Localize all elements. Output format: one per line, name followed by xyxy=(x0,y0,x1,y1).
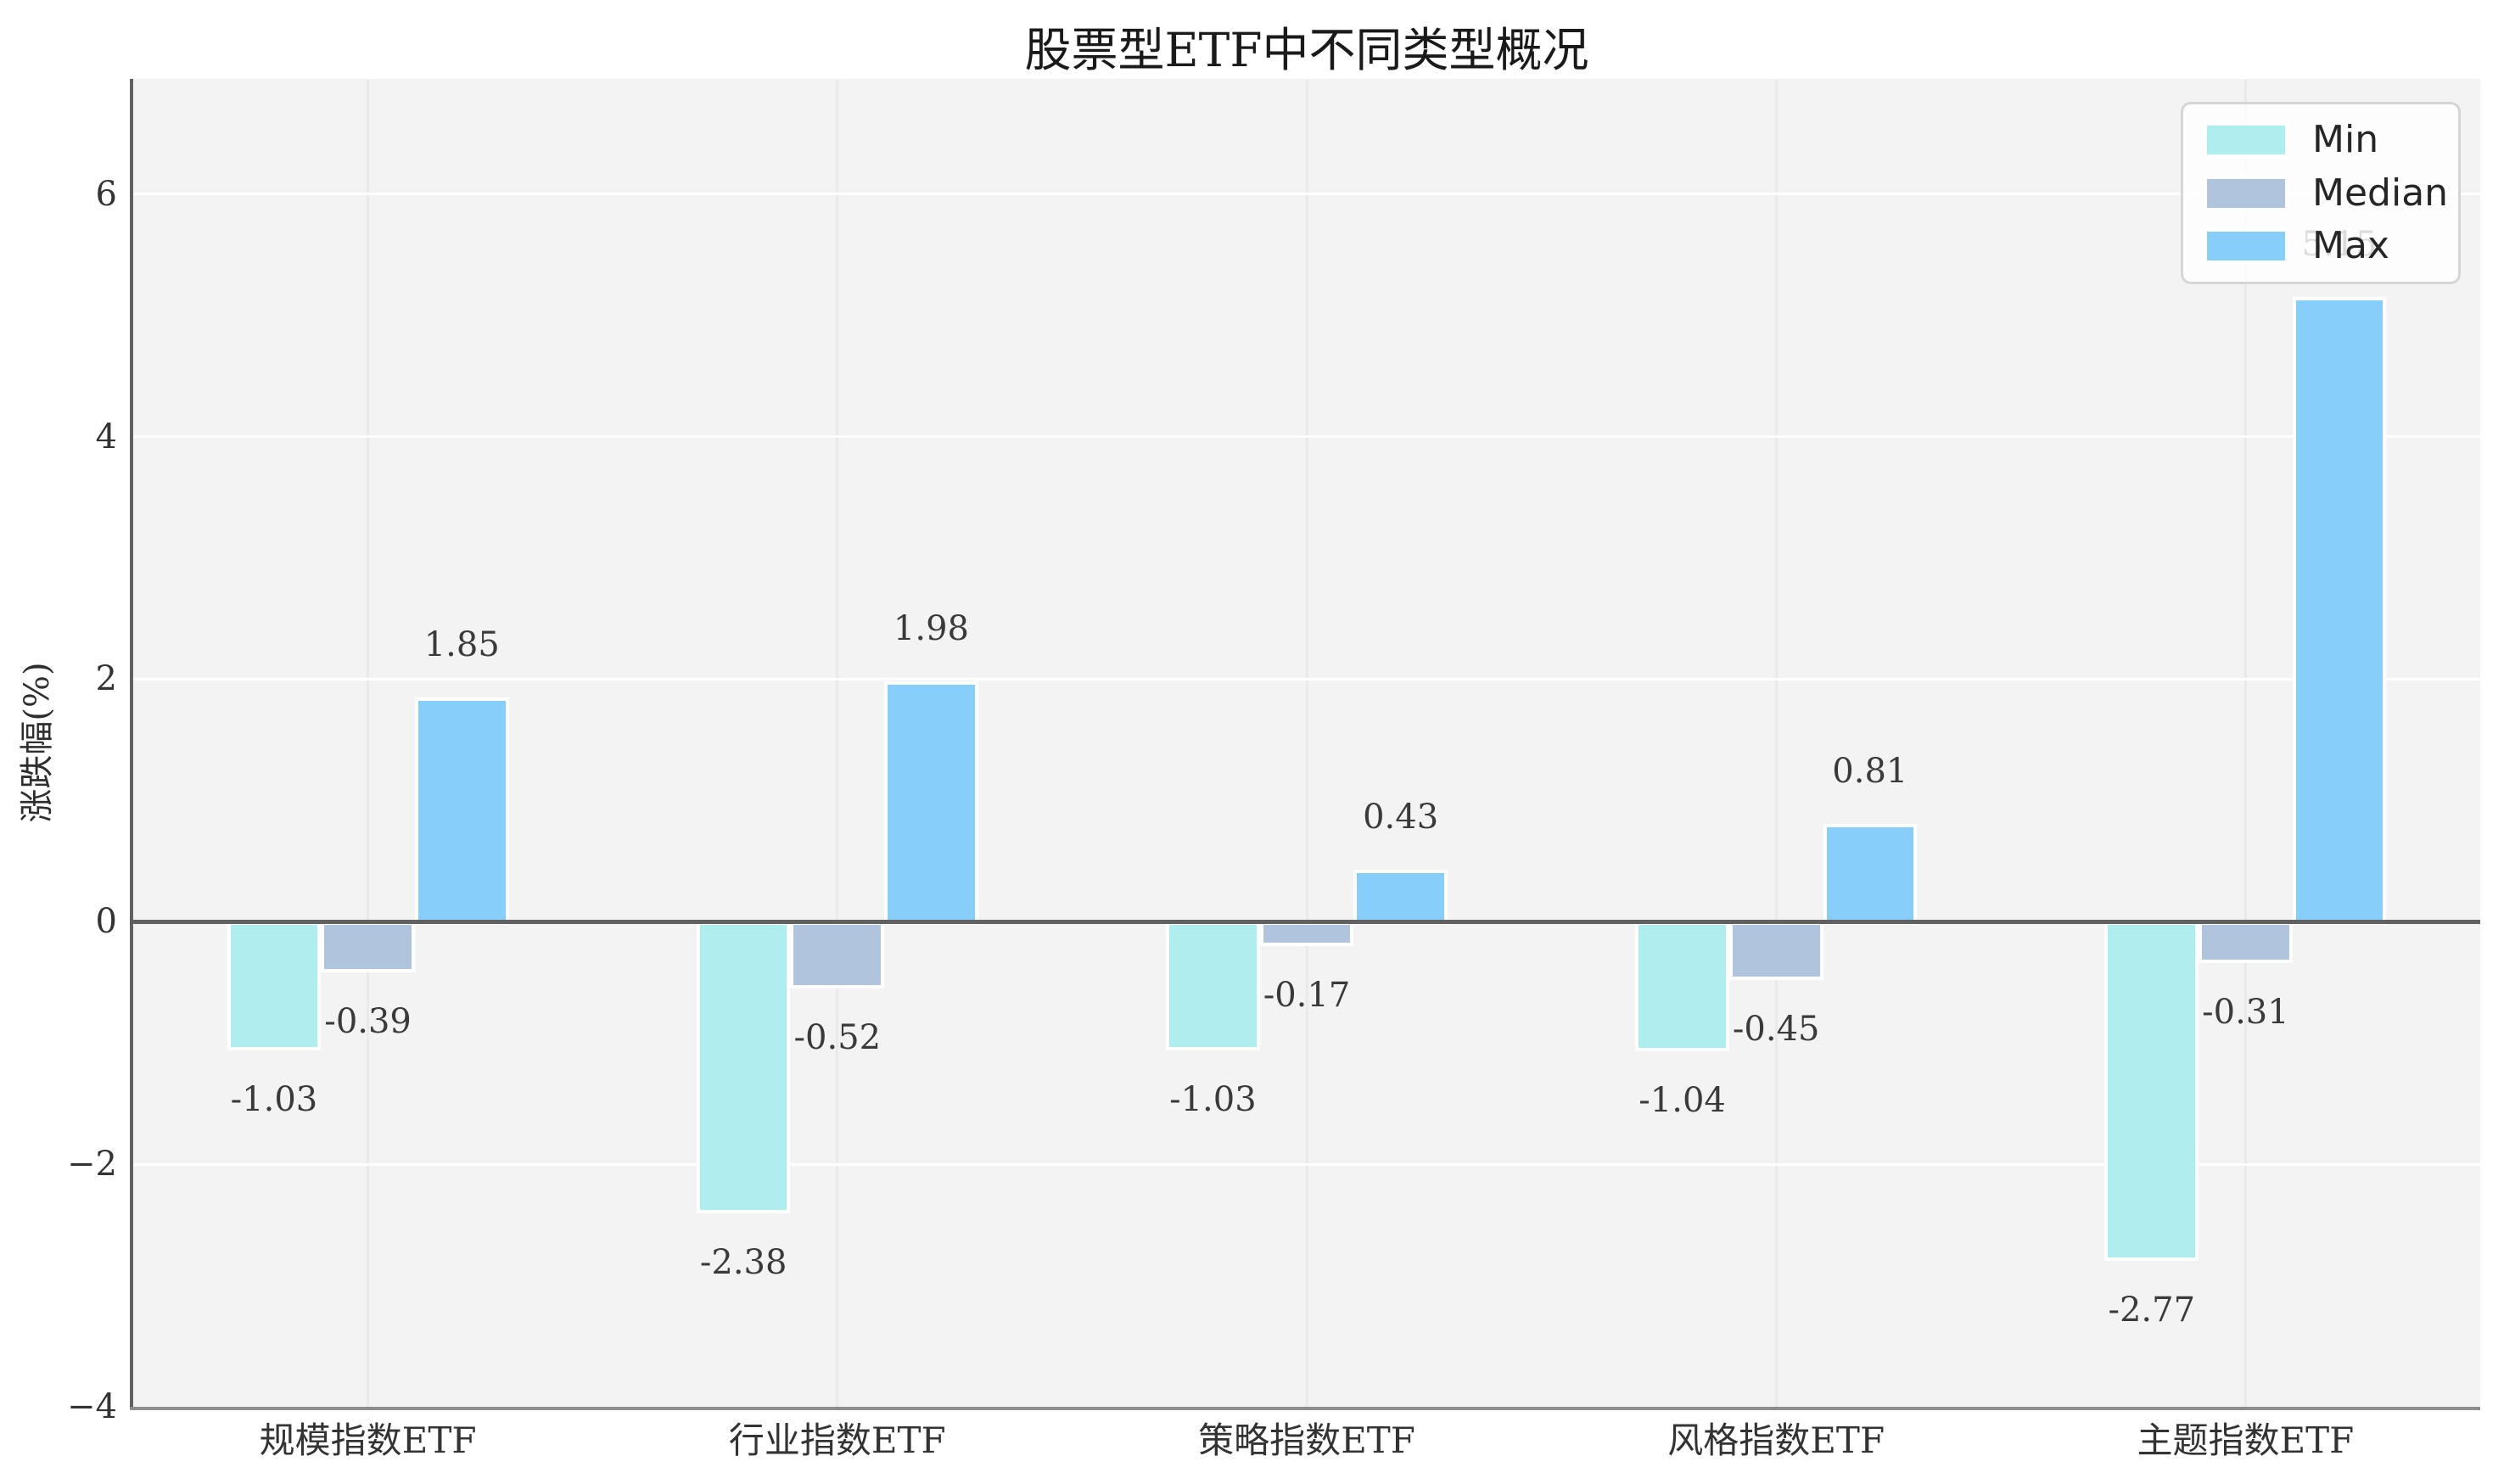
bar-value-label: 1.98 xyxy=(893,609,969,649)
h-gridline xyxy=(133,677,2480,680)
bar-value-label: -0.39 xyxy=(324,1002,412,1042)
h-gridline xyxy=(133,1162,2480,1166)
bar-max-3 xyxy=(1823,823,1918,926)
v-gridline xyxy=(367,79,370,1407)
x-tick-label: 风格指数ETF xyxy=(1667,1420,1885,1461)
h-gridline xyxy=(133,435,2480,439)
v-gridline xyxy=(1774,79,1778,1407)
chart-title: 股票型ETF中不同类型概况 xyxy=(1024,23,1589,77)
bar-max-0 xyxy=(414,697,509,926)
bar-value-label: -0.52 xyxy=(793,1017,882,1057)
legend-swatch-max xyxy=(2204,228,2288,264)
legend-item-median: Median xyxy=(2204,174,2448,212)
y-tick-label: 4 xyxy=(95,417,117,456)
v-gridline xyxy=(2244,79,2247,1407)
legend-swatch-min xyxy=(2204,122,2288,158)
bar-value-label: -0.45 xyxy=(1732,1009,1820,1049)
legend: Min Median Max xyxy=(2181,102,2461,284)
bar-min-0 xyxy=(227,921,322,1050)
bar-median-0 xyxy=(321,921,415,973)
y-tick-label: 6 xyxy=(95,174,117,214)
legend-swatch-median xyxy=(2204,175,2288,211)
bar-value-label: -1.04 xyxy=(1639,1080,1726,1120)
h-gridline xyxy=(133,193,2480,196)
x-tick-label: 行业指数ETF xyxy=(728,1420,946,1461)
bar-min-4 xyxy=(2104,921,2199,1262)
bar-max-2 xyxy=(1353,869,1448,926)
bottom-spine xyxy=(130,1407,2480,1410)
v-gridline xyxy=(836,79,839,1407)
legend-label: Max xyxy=(2312,224,2389,267)
x-tick-label: 主题指数ETF xyxy=(2137,1420,2355,1461)
legend-item-min: Min xyxy=(2204,121,2438,159)
x-tick-label: 规模指数ETF xyxy=(259,1420,477,1461)
bar-median-2 xyxy=(1259,921,1354,946)
left-spine xyxy=(130,79,133,1407)
bar-median-1 xyxy=(790,921,885,988)
bar-value-label: -0.31 xyxy=(2202,992,2289,1032)
bar-value-label: -2.77 xyxy=(2108,1291,2196,1330)
bar-value-label: 0.43 xyxy=(1363,797,1439,837)
legend-label: Min xyxy=(2312,118,2379,161)
bar-value-label: -1.03 xyxy=(230,1079,318,1119)
bar-min-1 xyxy=(696,921,791,1214)
bar-median-3 xyxy=(1728,921,1823,980)
bar-value-label: -1.03 xyxy=(1169,1079,1257,1119)
bar-median-4 xyxy=(2199,921,2293,963)
v-gridline xyxy=(1305,79,1308,1407)
bar-value-label: -2.38 xyxy=(699,1243,787,1283)
legend-item-max: Max xyxy=(2204,227,2438,265)
bar-max-4 xyxy=(2292,297,2387,926)
bar-max-1 xyxy=(884,681,978,926)
bar-value-label: 0.81 xyxy=(1832,751,1908,791)
bar-min-2 xyxy=(1166,921,1260,1050)
y-tick-label: 2 xyxy=(95,659,117,699)
bar-value-label: -0.17 xyxy=(1263,975,1351,1015)
y-tick-label: −2 xyxy=(67,1145,117,1184)
bar-min-3 xyxy=(1635,921,1729,1051)
x-tick-label: 策略指数ETF xyxy=(1198,1420,1415,1461)
zero-line xyxy=(133,919,2480,924)
y-tick-label: 0 xyxy=(95,902,117,942)
bar-value-label: 1.85 xyxy=(423,624,500,664)
y-tick-label: −4 xyxy=(67,1387,117,1426)
legend-label: Median xyxy=(2312,171,2449,215)
